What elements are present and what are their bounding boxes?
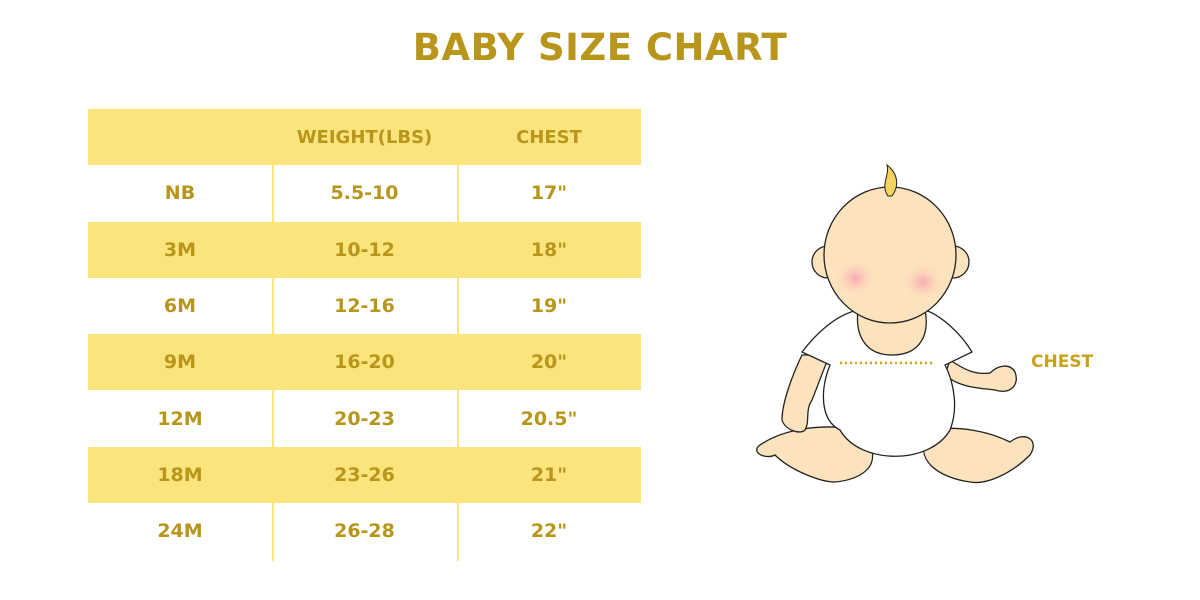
chest-cell: 20" xyxy=(530,351,568,374)
size-cell: 3M xyxy=(163,238,197,261)
weight-cell: 5.5-10 xyxy=(330,182,399,205)
chest-cell: 17" xyxy=(530,182,568,205)
chest-cell: 21" xyxy=(530,463,568,486)
left-arm xyxy=(781,354,832,433)
onesie xyxy=(800,309,973,457)
table-row: 24M 26-28 22" xyxy=(88,503,641,559)
hair-curl xyxy=(884,163,898,197)
weight-cell: 26-28 xyxy=(334,520,395,543)
column-divider xyxy=(457,109,459,561)
chest-cell: 18" xyxy=(530,238,568,261)
table-row: 18M 23-26 21" xyxy=(88,446,641,504)
chest-cell: 22" xyxy=(530,520,568,543)
chest-cell: 19" xyxy=(530,295,568,318)
page-title: BABY SIZE CHART xyxy=(412,26,788,69)
baby-illustration xyxy=(756,163,1034,484)
right-leg xyxy=(923,427,1034,484)
right-arm xyxy=(944,358,1017,392)
weight-cell: 16-20 xyxy=(334,351,395,374)
left-leg xyxy=(756,426,874,483)
header-cell: CHEST xyxy=(516,126,582,148)
table-row: 9M 16-20 20" xyxy=(88,334,641,391)
size-cell: NB xyxy=(164,182,196,205)
size-cell: 18M xyxy=(157,463,203,486)
weight-cell: 20-23 xyxy=(334,407,395,430)
table-row: 3M 10-12 18" xyxy=(88,221,641,278)
size-cell: 9M xyxy=(163,351,197,374)
size-table: WEIGHT(LBS) CHEST NB 5.5-10 17" 3M 10-12… xyxy=(88,109,641,559)
header-cell: WEIGHT(LBS) xyxy=(296,126,433,148)
table-row: 6M 12-16 19" xyxy=(88,278,641,334)
size-cell: 12M xyxy=(157,407,203,430)
table-row: NB 5.5-10 17" xyxy=(88,165,641,221)
chest-cell: 20.5" xyxy=(520,407,578,430)
table-row: 12M 20-23 20.5" xyxy=(88,390,641,446)
weight-cell: 10-12 xyxy=(334,238,395,261)
chest-label: CHEST xyxy=(1031,352,1094,372)
size-cell: 6M xyxy=(163,295,197,318)
weight-cell: 23-26 xyxy=(334,463,395,486)
column-divider xyxy=(272,109,274,561)
table-header: WEIGHT(LBS) CHEST xyxy=(88,109,641,166)
head xyxy=(823,186,957,324)
left-cheek xyxy=(833,258,877,298)
weight-cell: 12-16 xyxy=(334,295,395,318)
size-cell: 24M xyxy=(157,520,203,543)
right-cheek xyxy=(901,262,945,302)
